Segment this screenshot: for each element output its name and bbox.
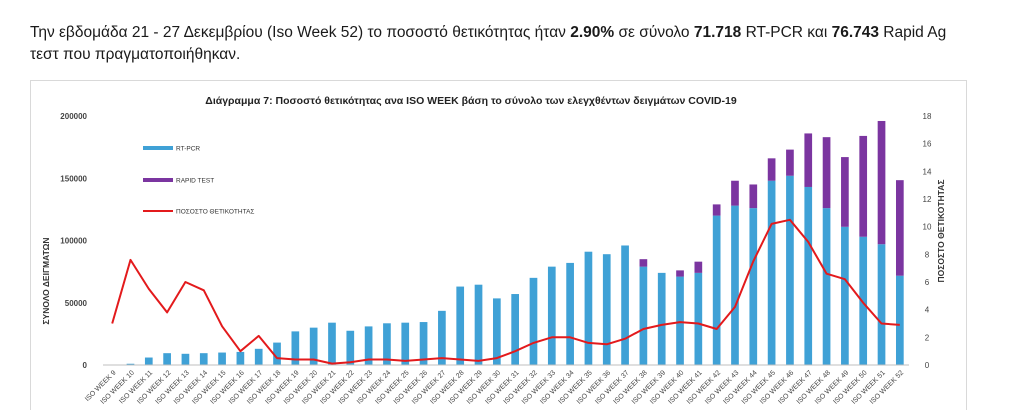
chart-container: Διάγραμμα 7: Ποσοστό θετικότητας ανα ISO… (30, 80, 967, 410)
legend: RT-PCR RAPID TEST ΠΟΣΟΣΤΟ ΘΕΤΙΚΟΤΗΤΑΣ (143, 146, 254, 216)
intro-part-2: σε σύνολο (614, 24, 694, 41)
y-axis-label: ΣΥΝΟΛΟ ΔΕΙΓΜΑΤΩΝ (41, 237, 51, 324)
bar-rapid-test (823, 137, 831, 208)
y-tick-label: 0 (83, 361, 88, 370)
bar-rtpcr (145, 358, 153, 365)
y2-tick-label: 4 (925, 306, 930, 315)
intro-part-4: Rapid Ag (879, 24, 946, 41)
x-tick-label: ISO WEEK 52 (869, 369, 905, 405)
bar-rtpcr (530, 278, 538, 365)
bar-rtpcr (694, 273, 702, 365)
y2-tick-label: 16 (923, 140, 932, 149)
bar-rapid-test (786, 150, 794, 176)
y-tick-label: 100000 (60, 237, 87, 246)
legend-swatch (143, 146, 173, 150)
bar-rtpcr (346, 331, 354, 365)
bar-rtpcr (218, 353, 226, 365)
intro-positivity-rate: 2.90% (570, 24, 614, 41)
bar-rtpcr (823, 208, 831, 365)
legend-label: RT-PCR (176, 146, 200, 153)
line-group (112, 220, 900, 364)
bar-rtpcr (548, 267, 556, 365)
bar-rapid-test (749, 184, 757, 208)
bar-rtpcr (621, 245, 629, 365)
y-tick-label: 200000 (60, 112, 87, 121)
intro-rtpcr-count: 71.718 (694, 24, 741, 41)
bar-rapid-test (896, 180, 904, 276)
bar-rtpcr (749, 208, 757, 365)
bar-rtpcr (438, 311, 446, 365)
y2-tick-label: 6 (925, 278, 930, 287)
bar-rtpcr (401, 323, 409, 365)
bar-rtpcr (713, 216, 721, 365)
y2-tick-label: 0 (925, 361, 930, 370)
bar-rtpcr (804, 187, 812, 365)
bar-rapid-test (713, 204, 721, 215)
intro-part-3: RT-PCR και (741, 24, 831, 41)
bar-rapid-test (859, 136, 867, 237)
bar-rtpcr (237, 352, 245, 365)
bar-rtpcr (731, 206, 739, 365)
bar-rapid-test (640, 259, 648, 266)
bar-rapid-test (804, 133, 812, 187)
legend-swatch (143, 178, 173, 182)
bar-rtpcr (786, 176, 794, 365)
legend-label: RAPID TEST (176, 178, 214, 185)
bar-rtpcr (676, 277, 684, 365)
x-tick-label: ISO WEEK 9 (84, 369, 118, 403)
intro-text: Την εβδομάδα 21 - 27 Δεκεμβρίου (Iso Wee… (30, 22, 980, 66)
bar-rtpcr (841, 227, 849, 365)
positivity-line (112, 220, 900, 364)
bar-rtpcr (640, 267, 648, 365)
y2-tick-label: 2 (925, 333, 930, 342)
y2-tick-label: 10 (923, 223, 932, 232)
bar-rtpcr (511, 294, 519, 365)
positivity-chart: Διάγραμμα 7: Ποσοστό θετικότητας ανα ISO… (31, 81, 966, 410)
bar-rtpcr (585, 252, 593, 365)
bar-rapid-test (768, 158, 776, 180)
bar-rtpcr (456, 287, 464, 365)
y2-tick-label: 18 (923, 112, 932, 121)
intro-part-1: Την εβδομάδα 21 - 27 Δεκεμβρίου (Iso Wee… (30, 24, 570, 41)
intro-line-2: τεστ που πραγματοποιήθηκαν. (30, 46, 240, 63)
bar-rapid-test (676, 270, 684, 276)
bar-rtpcr (255, 349, 263, 365)
y-tick-label: 150000 (60, 174, 87, 183)
y-tick-group: 0 50000 100000 150000 200000 (60, 112, 87, 370)
y-tick-label: 50000 (65, 299, 88, 308)
intro-rapid-count: 76.743 (832, 24, 879, 41)
bar-rapid-test (841, 157, 849, 227)
bar-rtpcr (658, 273, 666, 365)
bar-rtpcr (493, 298, 501, 365)
bar-rtpcr (896, 276, 904, 365)
bar-rapid-test (694, 262, 702, 273)
bar-rtpcr (182, 354, 190, 365)
bar-rapid-test (878, 121, 886, 244)
bar-rtpcr (566, 263, 574, 365)
y2-axis-label: ΠΟΣΟΣΤΟ ΘΕΤΙΚΟΤΗΤΑΣ (936, 180, 946, 283)
bar-rapid-test (731, 181, 739, 206)
y2-tick-group: 0 2 4 6 8 10 12 14 16 18 (923, 112, 932, 370)
bar-rtpcr (200, 353, 208, 365)
bar-rtpcr (768, 181, 776, 365)
y2-tick-label: 14 (923, 167, 932, 176)
y2-tick-label: 8 (925, 250, 930, 259)
bar-rtpcr (878, 244, 886, 365)
legend-label: ΠΟΣΟΣΤΟ ΘΕΤΙΚΟΤΗΤΑΣ (176, 209, 254, 216)
bar-rtpcr (328, 323, 336, 365)
bar-rtpcr (163, 353, 171, 365)
chart-title: Διάγραμμα 7: Ποσοστό θετικότητας ανα ISO… (205, 95, 737, 107)
bar-rtpcr (475, 285, 483, 365)
y2-tick-label: 12 (923, 195, 932, 204)
bar-rtpcr (603, 254, 611, 365)
